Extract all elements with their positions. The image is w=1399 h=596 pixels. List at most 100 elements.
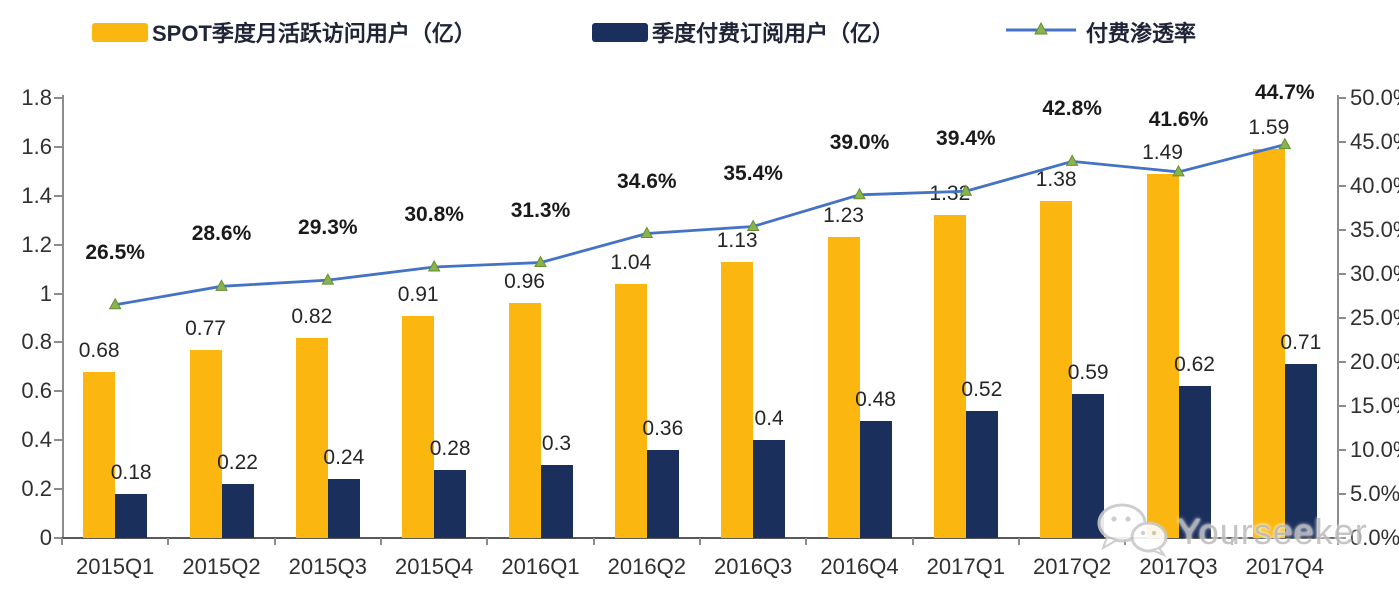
right-axis-tick-label: 0.0% [1350, 525, 1399, 550]
left-axis-tick-label: 0.8 [21, 329, 52, 355]
mau-bar-label: 0.82 [291, 304, 333, 328]
x-axis-tick [380, 538, 382, 545]
penetration-point-label: 39.0% [829, 130, 890, 154]
x-axis-label: 2015Q2 [182, 554, 261, 579]
mau-bar [508, 303, 541, 538]
subscribers-bar-label: 0.28 [429, 436, 471, 460]
right-axis-tick [1338, 141, 1346, 143]
mau-bar-label: 1.49 [1142, 140, 1183, 164]
left-axis-tick [54, 439, 62, 442]
penetration-point-label: 41.6% [1148, 107, 1209, 131]
penetration-point-label: 28.6% [191, 222, 252, 246]
mau-bar-label: 0.96 [504, 270, 545, 294]
line-marker [427, 259, 441, 272]
mau-legend-label: SPOT季度月活跃访问用户（亿） [152, 21, 476, 46]
x-axis-tick [1337, 538, 1339, 545]
subscribers-bar [965, 410, 998, 538]
left-axis-tick [54, 341, 62, 344]
right-axis-tick [1338, 317, 1346, 319]
left-axis-tick [54, 537, 62, 539]
left-axis-tick-label: 0.2 [21, 476, 52, 502]
mau-bar-label: 0.91 [397, 282, 439, 306]
left-axis-tick-label: 0 [39, 525, 52, 550]
left-axis-tick-label: 1.8 [21, 85, 52, 110]
right-axis-tick-label: 45.0% [1350, 129, 1399, 154]
x-axis-label: 2015Q4 [395, 554, 474, 579]
wechat-icon [1095, 500, 1171, 563]
line-marker [321, 273, 335, 285]
left-axis-tick [54, 243, 62, 246]
watermark: Yourseeker [1095, 500, 1368, 563]
left-axis-tick [54, 488, 62, 491]
right-axis-tick-label: 40.0% [1350, 173, 1399, 198]
line-marker [215, 279, 228, 291]
mau-bar [402, 315, 435, 538]
right-axis-tick [1338, 185, 1346, 187]
right-axis-tick-label: 35.0% [1350, 217, 1399, 242]
left-axis-tick-label: 1 [39, 280, 52, 306]
mau-legend-swatch [92, 22, 148, 42]
right-axis-tick [1338, 97, 1346, 99]
right-axis-tick [1338, 361, 1346, 363]
subscribers-bar-label: 0.36 [642, 417, 684, 440]
penetration-point-label: 31.3% [510, 198, 571, 222]
subscribers-bar [434, 469, 467, 538]
right-axis-tick-label: 20.0% [1350, 349, 1399, 374]
subscribers-legend-label: 季度付费订阅用户（亿） [652, 21, 895, 46]
penetration-point-label: 30.8% [404, 202, 464, 226]
right-axis-tick [1338, 273, 1346, 275]
left-axis-tick-label: 1.6 [21, 133, 52, 159]
left-axis-tick-label: 0.4 [21, 427, 52, 453]
left-axis-tick [54, 145, 62, 148]
subscribers-bar-label: 0.48 [855, 387, 896, 411]
mau-bar [189, 349, 222, 538]
line-marker [640, 226, 654, 239]
left-axis-tick-label: 0.6 [21, 378, 52, 404]
left-axis-tick-label: 1.2 [21, 231, 52, 257]
x-axis-label: 2016Q2 [607, 554, 686, 579]
line-marker [108, 297, 122, 310]
mau-bar-label: 1.38 [1035, 167, 1077, 191]
subscribers-bar-label: 0.24 [323, 446, 365, 470]
x-axis-label: 2015Q3 [288, 554, 367, 579]
right-axis-tick-label: 10.0% [1350, 437, 1399, 462]
left-axis-tick [54, 390, 62, 393]
subscribers-bar-label: 0.59 [1067, 360, 1109, 384]
subscribers-legend-swatch [592, 22, 648, 42]
legend-item-subscribers: 季度付费订阅用户（亿） [592, 19, 895, 46]
subscribers-bar-label: 0.18 [110, 461, 152, 484]
left-axis-tick [54, 194, 62, 197]
mau-bar-label: 1.13 [716, 228, 758, 252]
x-axis-tick [167, 538, 170, 545]
right-axis-tick [1338, 493, 1346, 495]
left-axis-line [62, 95, 64, 539]
mau-bar [933, 215, 966, 538]
right-axis-tick-label: 15.0% [1350, 393, 1399, 418]
x-axis-label: 2016Q4 [820, 554, 899, 579]
subscribers-bar-label: 0.3 [541, 431, 572, 455]
x-axis-tick [1018, 538, 1020, 545]
penetration-point-label: 34.6% [617, 169, 677, 193]
penetration-legend-line-icon [1004, 19, 1078, 45]
penetration-legend-label: 付费渗透率 [1086, 21, 1197, 46]
penetration-point-label: 35.4% [723, 162, 783, 186]
subscribers-bar [221, 484, 254, 538]
x-axis-tick [592, 538, 595, 545]
x-axis-tick [486, 538, 489, 545]
mau-bar-label: 1.23 [823, 204, 864, 228]
subscribers-bar [1072, 393, 1105, 538]
mau-bar-label: 0.77 [185, 316, 226, 340]
subscribers-bar [1284, 364, 1317, 538]
right-axis-tick [1338, 449, 1346, 451]
subscribers-bar-label: 0.62 [1174, 353, 1215, 377]
right-axis-tick [1338, 229, 1346, 231]
subscribers-bar [646, 450, 679, 538]
mau-bar [83, 371, 116, 538]
right-axis-tick [1338, 405, 1346, 407]
x-axis-label: 2016Q3 [714, 554, 793, 579]
subscribers-bar [1178, 386, 1211, 538]
x-axis-label: 2017Q4 [1245, 554, 1324, 579]
line-marker [534, 255, 547, 268]
x-axis-label: 2017Q2 [1033, 554, 1112, 579]
line-marker [1065, 154, 1079, 166]
